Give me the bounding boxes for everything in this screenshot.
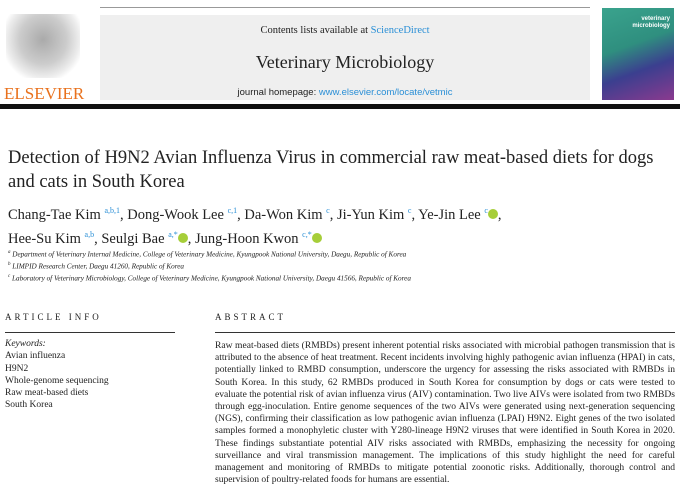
affiliation-text: LIMPID Research Center, Daegu 41260, Rep… [12,262,185,271]
homepage-link[interactable]: www.elsevier.com/locate/vetmic [318,87,453,98]
author-name: Jung-Hoon Kwon [195,231,299,247]
homepage-line: journal homepage: www.elsevier.com/locat… [100,87,590,98]
author-name: Dong-Wook Lee [127,207,224,223]
affiliations: a Department of Veterinary Internal Medi… [8,248,411,284]
abstract-heading: ABSTRACT [215,312,287,322]
tree-logo-icon [6,14,80,78]
author-affiliation-marks[interactable]: c [326,206,330,215]
author[interactable]: Hee-Su Kim a,b [8,230,95,247]
author-affiliation-marks[interactable]: c [407,206,412,215]
affiliation-text: Laboratory of Veterinary Microbiology, C… [12,274,411,283]
author-affiliation-marks[interactable]: a,b,1 [104,206,120,215]
author-name: Ji-Yun Kim [336,207,405,223]
contents-line: Contents lists available at ScienceDirec… [100,25,590,36]
author-affiliation-marks[interactable]: c [484,206,488,215]
keyword: Avian influenza [5,351,66,362]
author[interactable]: Jung-Hoon Kwon c,* [195,230,322,247]
author[interactable]: Seulgi Bae a,* [101,230,188,247]
affiliation: a Department of Veterinary Internal Medi… [8,248,411,260]
sciencedirect-link[interactable]: ScienceDirect [370,25,430,36]
contents-prefix: Contents lists available at [260,25,371,36]
keyword: South Korea [5,400,53,411]
author-affiliation-marks[interactable]: a,b [84,230,95,239]
keywords: Keywords: Avian influenza H9N2 Whole-gen… [5,338,109,412]
cover-title: veterinary microbiology [632,16,670,29]
author-name: Hee-Su Kim [8,231,81,247]
author-affiliation-marks[interactable]: c,* [302,230,312,239]
article-title: Detection of H9N2 Avian Influenza Virus … [8,148,654,192]
journal-cover[interactable]: veterinary microbiology [602,8,674,100]
affiliation-mark: b [8,261,11,267]
top-rule [100,7,590,8]
abstract-rule [215,332,675,333]
orcid-icon[interactable] [487,209,498,219]
header-rule [0,104,680,109]
affiliation-mark: c [8,273,11,279]
homepage-prefix: journal homepage: [237,87,319,98]
elsevier-logo[interactable]: ELSEVIER [4,14,85,104]
article-info-heading: ARTICLE INFO [5,312,102,322]
author-name: Chang-Tae Kim [8,207,101,223]
keyword: H9N2 [5,363,29,374]
author-affiliation-marks[interactable]: c,1 [227,206,238,215]
author-list: Chang-Tae Kim a,b,1, Dong-Wook Lee c,1, … [8,206,502,247]
author[interactable]: Chang-Tae Kim a,b,1 [8,206,120,223]
author-name: Da-Won Kim [244,207,323,223]
affiliation-mark: a [8,250,11,255]
author[interactable]: Da-Won Kim c [244,206,330,223]
author[interactable]: Ji-Yun Kim c [336,206,412,223]
orcid-icon[interactable] [311,233,322,243]
keyword: Raw meat-based diets [5,388,89,399]
article-info-rule [5,332,175,333]
affiliation: c Laboratory of Veterinary Microbiology,… [8,272,411,284]
orcid-icon[interactable] [177,233,188,243]
journal-header: Contents lists available at ScienceDirec… [100,15,590,100]
author[interactable]: Dong-Wook Lee c,1 [127,206,238,223]
abstract-text: Raw meat-based diets (RMBDs) present inh… [215,340,675,486]
author-name: Seulgi Bae [101,231,165,247]
author-affiliation-marks[interactable]: a,* [168,230,178,239]
publisher-name: ELSEVIER [4,84,85,103]
author[interactable]: Ye-Jin Lee c [418,206,498,223]
keywords-label: Keywords: [5,339,46,349]
keyword: Whole-genome sequencing [5,375,109,386]
affiliation: b LIMPID Research Center, Daegu 41260, R… [8,260,411,272]
affiliation-text: Department of Veterinary Internal Medici… [12,250,407,259]
author-name: Ye-Jin Lee [418,207,481,223]
journal-title: Veterinary Microbiology [255,52,435,72]
